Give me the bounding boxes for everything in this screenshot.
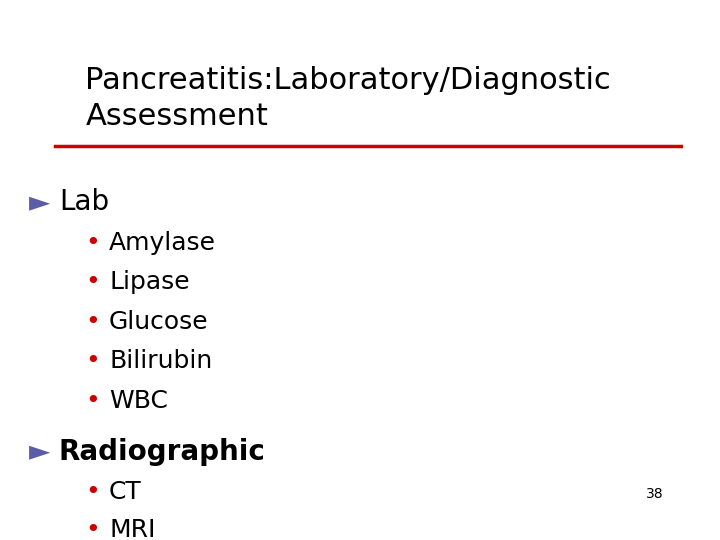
Text: Radiographic: Radiographic [59,438,266,465]
Text: •: • [85,309,100,334]
Text: Amylase: Amylase [109,231,216,255]
Text: ►: ► [28,438,50,465]
Text: •: • [85,389,100,413]
Text: Glucose: Glucose [109,309,209,334]
Text: •: • [85,349,100,373]
Text: •: • [85,231,100,255]
Text: WBC: WBC [109,389,168,413]
Text: Pancreatitis:Laboratory/Diagnostic
Assessment: Pancreatitis:Laboratory/Diagnostic Asses… [85,66,611,131]
Text: •: • [85,480,100,504]
Text: •: • [85,518,100,540]
Text: MRI: MRI [109,518,156,540]
Text: •: • [85,270,100,294]
Text: Lipase: Lipase [109,270,189,294]
Text: 38: 38 [646,487,664,501]
Text: Lab: Lab [59,188,109,216]
Text: CT: CT [109,480,142,504]
Text: Bilirubin: Bilirubin [109,349,212,373]
Text: ►: ► [28,188,50,216]
